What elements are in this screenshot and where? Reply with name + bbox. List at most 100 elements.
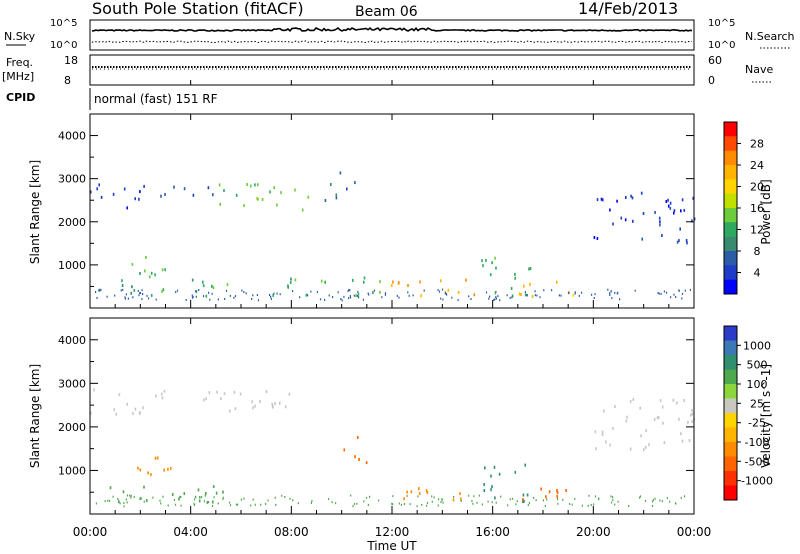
echo-region — [90, 183, 145, 210]
scatter-cell — [423, 289, 425, 292]
scatter-cell — [421, 503, 423, 506]
echo-cell — [205, 294, 208, 298]
echo-region — [98, 278, 229, 298]
scatter-cell — [130, 494, 132, 497]
echo-cell — [243, 204, 245, 208]
echo-cell — [511, 294, 514, 298]
echo-cell — [118, 500, 120, 504]
scatter-cell — [240, 498, 242, 501]
echo-cell — [510, 287, 513, 290]
echo-cell — [661, 405, 664, 409]
scatter-cell — [208, 501, 210, 504]
scatter-cell — [442, 298, 444, 301]
echo-cell — [657, 416, 660, 420]
scatter-cell — [391, 502, 393, 505]
echo-cell — [626, 415, 628, 419]
scatter-cell — [194, 495, 196, 498]
echo-cell — [132, 411, 134, 415]
echo-cell — [271, 402, 273, 406]
colorbar-swatch — [724, 165, 737, 180]
echo-cell — [514, 276, 516, 280]
echo-cell — [143, 485, 145, 489]
echo-cell — [162, 288, 165, 292]
colorbar-swatch — [724, 355, 737, 370]
scatter-cell — [594, 293, 596, 296]
scatter-cell — [511, 497, 514, 500]
scatter-cell — [661, 500, 663, 503]
scatter-cell — [257, 299, 260, 302]
scatter-cell — [488, 297, 490, 300]
scatter-cell — [453, 495, 455, 498]
echo-cell — [131, 285, 133, 289]
scatter-cell — [612, 496, 614, 499]
echo-cell — [330, 183, 332, 186]
echo-cell — [150, 293, 153, 297]
colorbar-tick-label: -25 — [748, 417, 766, 430]
echo-cell — [273, 186, 275, 190]
echo-cell — [460, 497, 462, 501]
scatter-cell — [689, 288, 691, 291]
scatter-cell — [179, 495, 181, 498]
scatter-cell — [556, 498, 559, 501]
colorbar-swatch — [724, 398, 737, 414]
echo-cell — [143, 184, 145, 188]
echo-cell — [109, 486, 112, 490]
nsky-tick-bottom: 10^0 — [50, 40, 77, 51]
echo-cell — [665, 200, 668, 203]
echo-cell — [690, 413, 692, 417]
scatter-cell — [590, 503, 592, 506]
scatter-cell — [493, 299, 495, 301]
power-panel-frame — [89, 113, 695, 309]
echo-cell — [524, 463, 526, 467]
echo-cell — [301, 208, 304, 212]
echo-cell — [229, 409, 231, 413]
echo-cell — [457, 291, 460, 294]
echo-region — [483, 463, 529, 504]
echo-cell — [274, 402, 276, 406]
echo-cell — [672, 398, 675, 402]
scatter-cell — [644, 499, 647, 502]
echo-cell — [403, 497, 405, 501]
echo-cell — [514, 272, 516, 276]
scatter-cell — [495, 501, 497, 504]
echo-cell — [640, 434, 642, 438]
y-tick-label: 1000 — [58, 259, 86, 272]
scatter-cell — [225, 289, 228, 292]
scatter-cell — [574, 497, 576, 500]
echo-cell — [113, 408, 116, 412]
colorbar-swatch — [724, 265, 737, 281]
scatter-cell — [516, 500, 518, 503]
scatter-cell — [652, 498, 655, 501]
y-tick-label: 1000 — [58, 464, 86, 477]
scatter-cell — [639, 496, 641, 499]
scatter-cell — [332, 296, 334, 299]
echo-cell — [495, 266, 497, 270]
echo-cell — [150, 473, 152, 477]
echo-cell — [357, 292, 360, 296]
echo-cell — [663, 441, 666, 445]
scatter-cell — [229, 501, 231, 504]
echo-cell — [335, 196, 338, 200]
colorbar-swatch — [724, 384, 737, 399]
echo-cell — [226, 283, 229, 287]
echo-cell — [112, 192, 115, 196]
x-axis-label: Time UT — [366, 539, 417, 553]
echo-cell — [596, 198, 599, 202]
scatter-cell — [663, 290, 665, 293]
echo-cell — [406, 490, 408, 494]
echo-cell — [601, 430, 604, 434]
scatter-cell — [612, 498, 614, 501]
scatter-cell — [609, 292, 611, 295]
colorbar-swatch — [724, 222, 737, 238]
scatter-cell — [651, 505, 654, 507]
scatter-cell — [217, 298, 219, 301]
scatter-cell — [337, 291, 339, 294]
scatter-cell — [591, 293, 593, 296]
echo-cell — [140, 497, 142, 500]
echo-cell — [154, 456, 157, 460]
scatter-cell — [270, 295, 272, 298]
echo-cell — [680, 209, 682, 213]
echo-cell — [137, 466, 139, 470]
echo-cell — [529, 282, 531, 286]
colorbar-tick-label: -500 — [745, 455, 770, 468]
